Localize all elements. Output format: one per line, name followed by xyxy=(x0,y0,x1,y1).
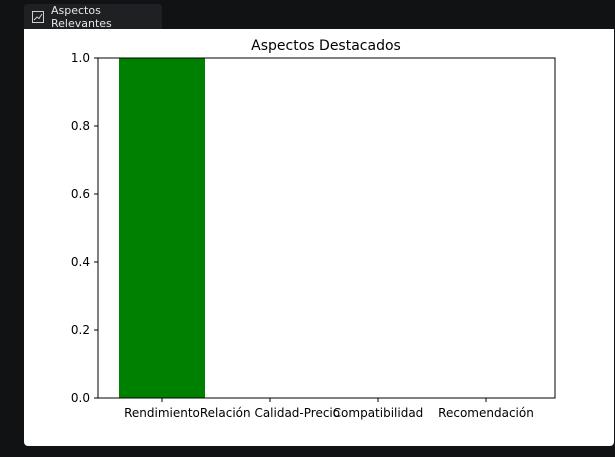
y-tick-label-4: 0.8 xyxy=(71,119,90,133)
bar-0 xyxy=(119,58,205,398)
window-tab[interactable]: Aspectos Relevantes xyxy=(24,3,162,30)
y-tick-label-0: 0.0 xyxy=(71,391,90,405)
bar-chart: Aspectos Destacados 0.0 0.2 0.4 0.6 0.8 1.0 R… xyxy=(71,38,556,420)
chart-title: Aspectos Destacados xyxy=(251,38,401,54)
y-tick-label-2: 0.4 xyxy=(71,255,90,269)
chart-icon xyxy=(32,10,44,23)
x-tick-label-3: Recomendación xyxy=(438,406,534,420)
x-tick-label-1: Relación Calidad-Precio xyxy=(200,406,340,420)
x-tick-label-0: Rendimiento xyxy=(124,406,200,420)
y-tick-label-5: 1.0 xyxy=(71,51,90,65)
figure-panel: Aspectos Destacados 0.0 0.2 0.4 0.6 0.8 1.0 R… xyxy=(24,29,614,446)
y-tick-label-3: 0.6 xyxy=(71,187,90,201)
x-tick-label-2: Compatibilidad xyxy=(333,406,424,420)
y-tick-label-1: 0.2 xyxy=(71,323,90,337)
plot-frame xyxy=(97,57,556,399)
window-tab-title: Aspectos Relevantes xyxy=(51,3,112,30)
